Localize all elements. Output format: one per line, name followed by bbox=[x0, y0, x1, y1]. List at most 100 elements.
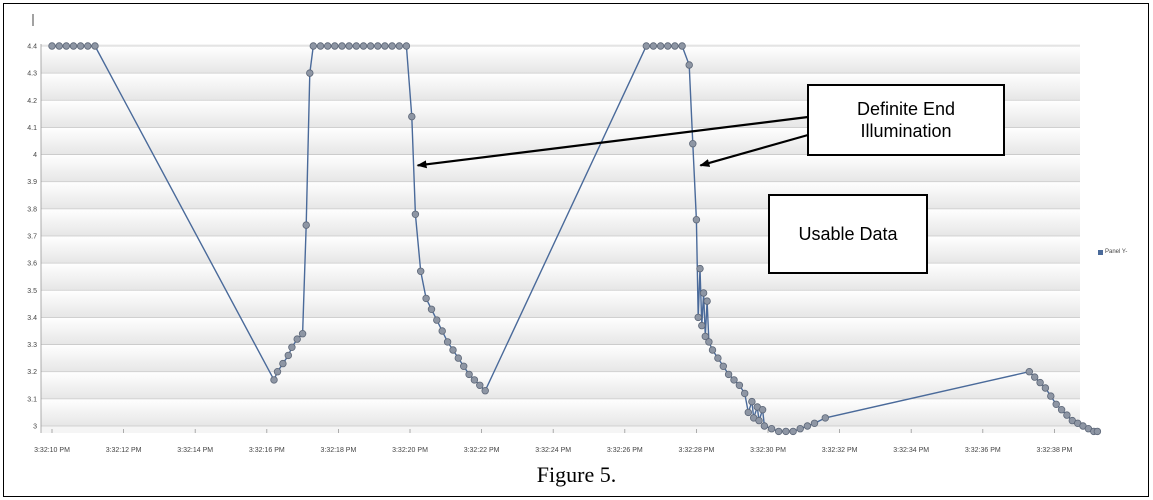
data-point bbox=[642, 42, 650, 50]
data-point bbox=[443, 338, 452, 346]
data-point bbox=[705, 338, 713, 346]
data-point bbox=[352, 42, 360, 50]
x-tick-label: 3:32:20 PM bbox=[392, 447, 428, 454]
data-point bbox=[411, 210, 420, 218]
x-tick-label: 3:32:16 PM bbox=[249, 447, 285, 454]
data-point bbox=[309, 42, 317, 50]
data-point bbox=[821, 414, 829, 422]
annotation-arrow bbox=[699, 133, 809, 167]
y-tick-label: 3.5 bbox=[27, 288, 37, 295]
y-tick-label: 4 bbox=[33, 152, 37, 159]
data-point bbox=[701, 332, 709, 341]
data-point bbox=[767, 425, 776, 433]
y-tick-label: 4.4 bbox=[27, 44, 37, 51]
data-point bbox=[91, 42, 99, 50]
data-point bbox=[284, 351, 292, 360]
data-point bbox=[408, 112, 416, 121]
axes: 4.4 4.3 4.2 4.1 4 3.9 3.8 3.7 3.6 3.5 3.4 3.3 3.2 3.1… bbox=[27, 14, 1072, 454]
data-point bbox=[803, 422, 812, 430]
data-point bbox=[427, 305, 436, 313]
data-point bbox=[758, 406, 767, 414]
x-tick-label: 3:32:24 PM bbox=[535, 447, 571, 454]
data-point bbox=[724, 370, 733, 379]
data-point bbox=[454, 354, 462, 362]
x-tick-label: 3:32:38 PM bbox=[1036, 447, 1072, 454]
y-tick-label: 3.2 bbox=[27, 369, 37, 376]
plot-area bbox=[41, 44, 1080, 433]
x-tick-label: 3:32:34 PM bbox=[893, 447, 929, 454]
data-point bbox=[760, 422, 769, 430]
data-point bbox=[366, 42, 375, 50]
data-point bbox=[345, 42, 353, 50]
data-point bbox=[1052, 400, 1060, 408]
data-point bbox=[374, 42, 382, 50]
data-point bbox=[689, 139, 697, 148]
data-point bbox=[273, 368, 282, 376]
data-point bbox=[402, 42, 411, 50]
data-point bbox=[810, 419, 819, 427]
y-tick-label: 3.1 bbox=[27, 396, 37, 403]
data-point bbox=[703, 297, 711, 305]
data-point bbox=[84, 42, 92, 50]
legend-swatch bbox=[1098, 249, 1103, 255]
data-point bbox=[735, 381, 744, 389]
data-point bbox=[62, 42, 71, 50]
y-tick-label: 4.1 bbox=[27, 125, 37, 132]
data-point bbox=[293, 335, 301, 343]
plot-band bbox=[41, 317, 1080, 345]
data-point bbox=[664, 42, 672, 50]
data-point bbox=[678, 42, 686, 50]
data-point bbox=[699, 289, 708, 297]
data-point bbox=[698, 321, 706, 330]
data-point bbox=[649, 42, 658, 50]
x-tick-label: 3:32:18 PM bbox=[320, 447, 356, 454]
data-point bbox=[714, 354, 722, 362]
x-tick-label: 3:32:32 PM bbox=[822, 447, 858, 454]
data-point bbox=[1057, 406, 1066, 414]
data-point bbox=[694, 313, 702, 322]
data-point bbox=[470, 376, 479, 384]
x-tick-label: 3:32:22 PM bbox=[464, 447, 500, 454]
data-point bbox=[279, 359, 287, 368]
data-point bbox=[302, 221, 310, 229]
data-point bbox=[782, 427, 790, 436]
data-point bbox=[1025, 368, 1033, 376]
data-point bbox=[696, 264, 704, 273]
data-point bbox=[331, 42, 339, 50]
plot-band bbox=[41, 290, 1080, 318]
data-point bbox=[748, 397, 756, 406]
plot-band bbox=[41, 154, 1080, 182]
data-point bbox=[1093, 427, 1102, 436]
data-point bbox=[316, 42, 325, 50]
legend-label: Panel Y- bbox=[1105, 249, 1128, 255]
usable-data-callout: Usable Data bbox=[768, 194, 928, 274]
data-point bbox=[395, 42, 403, 50]
y-tick-label: 4.3 bbox=[27, 71, 37, 78]
data-point bbox=[438, 327, 446, 335]
data-point bbox=[465, 370, 473, 379]
annotation-arrow bbox=[416, 115, 809, 169]
data-point bbox=[388, 42, 396, 50]
plot-band bbox=[41, 344, 1080, 372]
definite-end-illumination-callout: Definite End Illumination bbox=[807, 84, 1005, 156]
x-tick-label: 3:32:10 PM bbox=[34, 447, 70, 454]
data-point bbox=[1036, 378, 1044, 387]
data-point bbox=[433, 316, 441, 324]
plot-band bbox=[41, 46, 1080, 74]
data-point bbox=[692, 215, 701, 224]
data-point bbox=[476, 381, 484, 389]
data-point bbox=[656, 42, 665, 50]
data-point bbox=[288, 343, 296, 351]
x-tick-label: 3:32:12 PM bbox=[106, 447, 142, 454]
data-point bbox=[796, 425, 804, 433]
data-point bbox=[671, 42, 679, 50]
y-tick-label: 3.6 bbox=[27, 261, 37, 268]
data-point bbox=[741, 389, 749, 398]
data-point bbox=[719, 362, 727, 370]
data-point bbox=[1041, 384, 1050, 392]
data-point bbox=[1030, 373, 1039, 381]
data-point bbox=[789, 427, 797, 436]
data-point bbox=[324, 42, 332, 50]
data-point bbox=[69, 42, 78, 50]
annotation-arrows bbox=[416, 115, 809, 169]
